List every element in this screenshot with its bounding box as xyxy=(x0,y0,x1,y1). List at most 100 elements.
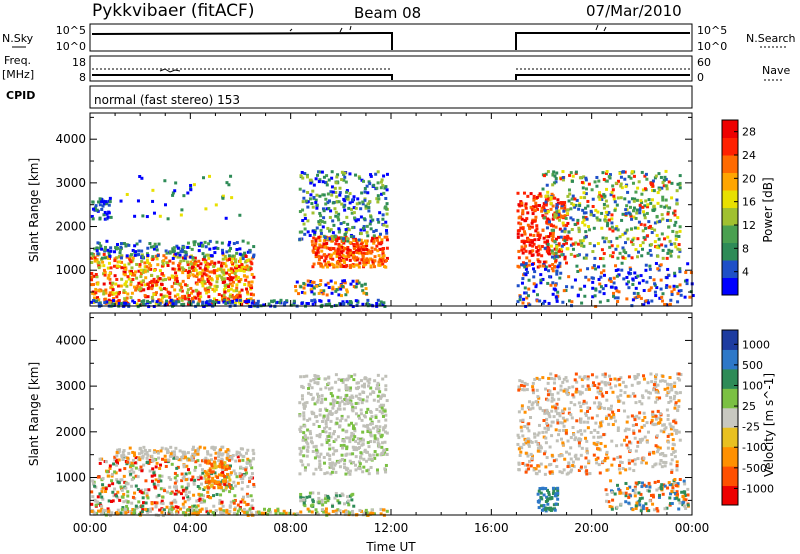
scatter-cell xyxy=(131,256,135,260)
scatter-cell xyxy=(565,261,569,265)
scatter-cell xyxy=(250,498,254,502)
scatter-cell xyxy=(323,377,327,381)
scatter-cell xyxy=(351,452,355,456)
scatter-cell xyxy=(126,494,130,498)
scatter-cell xyxy=(191,269,195,273)
scatter-cell xyxy=(129,260,133,264)
scatter-cell xyxy=(196,504,200,508)
scatter-cell xyxy=(561,176,565,180)
scatter-cell xyxy=(241,458,245,462)
scatter-cell xyxy=(358,508,362,512)
scatter-cell xyxy=(335,421,339,425)
scatter-cell xyxy=(235,298,239,302)
scatter-cell xyxy=(586,199,590,203)
scatter-cell xyxy=(621,170,625,174)
scatter-cell xyxy=(674,421,678,425)
scatter-cell xyxy=(237,451,241,455)
scatter-cell xyxy=(184,252,188,256)
scatter-cell xyxy=(306,279,310,283)
scatter-cell xyxy=(577,226,581,230)
scatter-cell xyxy=(649,253,653,257)
scatter-cell xyxy=(328,427,332,431)
scatter-cell xyxy=(590,373,594,377)
scatter-cell xyxy=(93,247,97,251)
scatter-cell xyxy=(212,494,216,498)
scatter-cell xyxy=(548,275,552,279)
scatter-cell xyxy=(350,461,354,465)
scatter-cell xyxy=(107,273,111,277)
scatter-cell xyxy=(143,488,147,492)
scatter-cell xyxy=(114,291,118,295)
scatter-cell xyxy=(364,424,368,428)
scatter-cell xyxy=(328,432,332,436)
scatter-cell xyxy=(557,209,561,213)
scatter-cell xyxy=(102,213,106,217)
scatter-cell xyxy=(683,279,687,283)
scatter-cell xyxy=(175,466,179,470)
scatter-cell xyxy=(196,292,200,296)
scatter-cell xyxy=(378,232,382,236)
scatter-cell xyxy=(119,245,123,249)
scatter-cell xyxy=(242,274,246,278)
scatter-cell xyxy=(151,199,155,203)
scatter-cell xyxy=(333,237,337,241)
scatter-cell xyxy=(663,387,667,391)
scatter-cell xyxy=(376,373,380,377)
scatter-cell xyxy=(180,289,184,293)
scatter-cell xyxy=(570,300,574,304)
scatter-cell xyxy=(317,500,321,504)
scatter-cell xyxy=(305,175,309,179)
scatter-cell xyxy=(160,499,164,503)
scatter-cell xyxy=(274,511,278,515)
scatter-cell xyxy=(220,500,224,504)
scatter-cell xyxy=(575,264,579,268)
scatter-cell xyxy=(542,202,546,206)
scatter-cell xyxy=(601,171,605,175)
scatter-cell xyxy=(191,458,195,462)
scatter-cell xyxy=(579,405,583,409)
scatter-cell xyxy=(619,175,623,179)
scatter-cell xyxy=(634,401,638,405)
scatter-cell xyxy=(354,439,358,443)
scatter-cell xyxy=(311,491,315,495)
scatter-cell xyxy=(661,198,665,202)
scatter-cell xyxy=(344,230,348,234)
scatter-cell xyxy=(373,259,377,263)
scatter-cell xyxy=(611,229,615,233)
scatter-cell xyxy=(365,184,369,188)
scatter-cell xyxy=(614,247,618,251)
scatter-cell xyxy=(143,265,147,269)
scatter-cell xyxy=(345,257,349,261)
scatter-cell xyxy=(520,281,524,285)
scatter-cell xyxy=(105,202,109,206)
scatter-cell xyxy=(346,415,350,419)
scatter-cell xyxy=(232,242,236,246)
scatter-cell xyxy=(116,490,120,494)
scatter-cell xyxy=(549,195,553,199)
scatter-cell xyxy=(174,300,178,304)
scatter-cell xyxy=(627,440,631,444)
scatter-cell xyxy=(226,277,230,281)
scatter-cell xyxy=(662,184,666,188)
scatter-cell xyxy=(576,242,580,246)
scatter-cell xyxy=(328,443,332,447)
scatter-cell xyxy=(218,452,222,456)
scatter-cell xyxy=(156,451,160,455)
scatter-cell xyxy=(238,296,242,300)
scatter-cell xyxy=(614,384,618,388)
scatter-cell xyxy=(518,298,522,302)
scatter-cell xyxy=(235,475,239,479)
scatter-cell xyxy=(652,205,656,209)
scatter-cell xyxy=(207,242,211,246)
scatter-cell xyxy=(93,498,97,502)
scatter-cell xyxy=(152,244,156,248)
scatter-cell xyxy=(356,437,360,441)
scatter-cell xyxy=(188,506,192,510)
scatter-cell xyxy=(146,301,150,305)
scatter-cell xyxy=(183,283,187,287)
scatter-cell xyxy=(345,190,349,194)
scatter-cell xyxy=(639,222,643,226)
scatter-cell xyxy=(596,435,600,439)
scatter-cell xyxy=(158,276,162,280)
scatter-cell xyxy=(211,470,215,474)
